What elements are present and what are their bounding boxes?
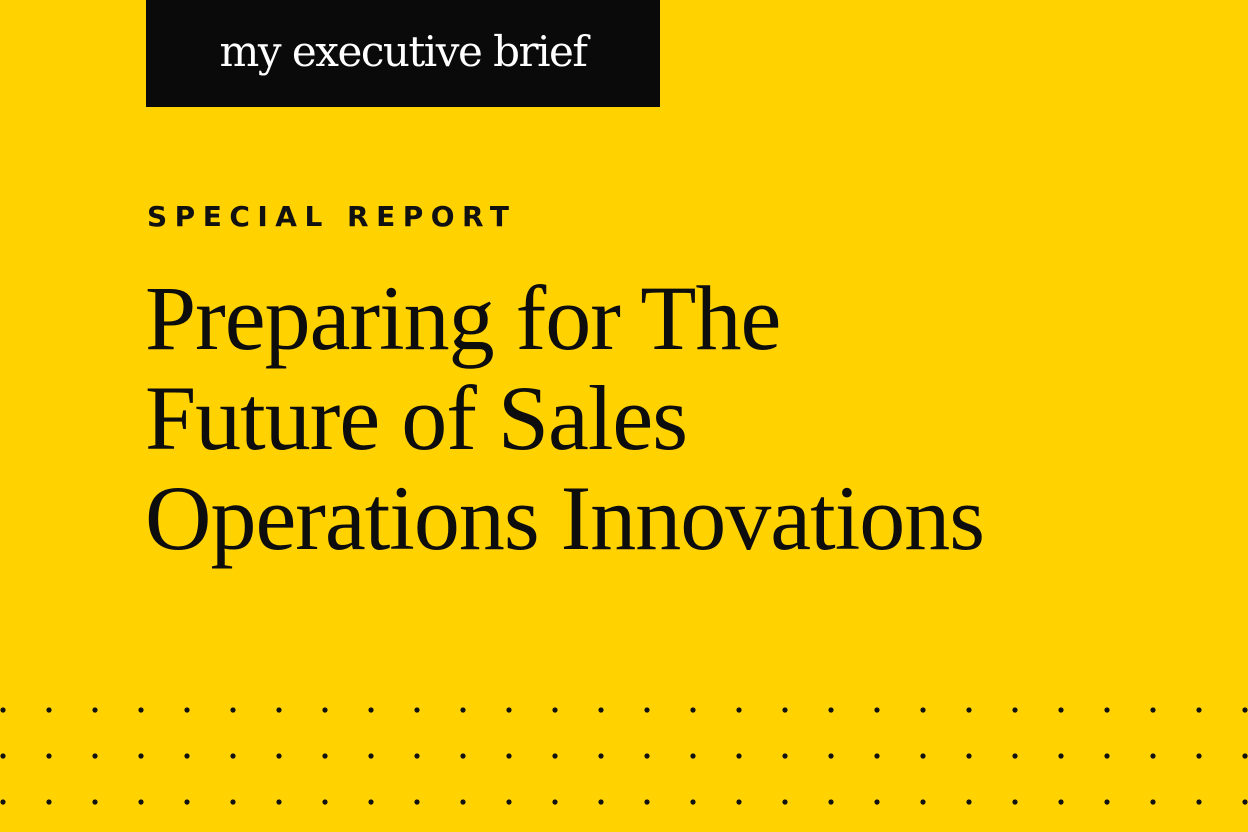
dots	[0, 686, 1248, 824]
dot-pattern	[0, 686, 1248, 824]
title-line: Operations Innovations	[145, 467, 985, 569]
title: Preparing for The Future of Sales Operat…	[145, 267, 985, 569]
title-line: Future of Sales	[145, 367, 688, 469]
eyebrow: SPECIAL REPORT	[147, 200, 517, 233]
brand: my executive brief	[219, 27, 588, 76]
title-line: Preparing for The	[145, 267, 781, 369]
brand-box: my executive brief	[146, 0, 660, 107]
